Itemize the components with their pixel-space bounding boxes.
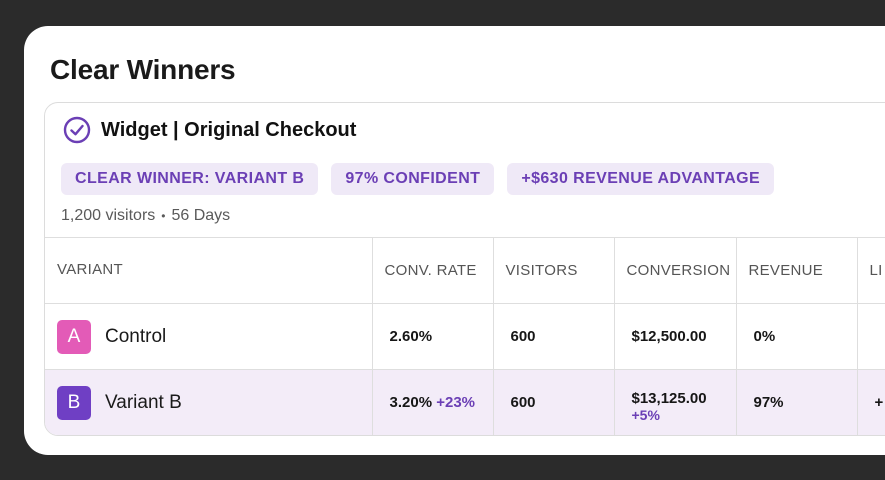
test-meta: 1,200 visitors • 56 Days: [61, 207, 230, 225]
card-header: Widget | Original Checkout: [63, 116, 356, 144]
lift-cell: [856, 303, 885, 370]
lift-cell: +: [856, 369, 885, 435]
variant-chip: B: [57, 385, 91, 420]
visitors-cell: 600: [492, 303, 615, 370]
revenue-advantage-badge: +$630 REVENUE ADVANTAGE: [507, 163, 775, 195]
conversion-cell: $12,500.00: [613, 303, 737, 370]
conv-rate-value: 3.20%: [389, 394, 433, 411]
winner-badge: CLEAR WINNER: VARIANT B: [61, 163, 319, 195]
confidence-badge: 97% CONFIDENT: [331, 163, 495, 195]
visitors-cell: 600: [492, 369, 615, 435]
column-header-variant[interactable]: VARIANT: [45, 237, 373, 304]
column-header-conversion[interactable]: CONVERSION: [613, 237, 737, 304]
check-circle-icon: [63, 116, 91, 144]
results-table: VARIANT CONV. RATE VISITORS CONVERSION R…: [45, 237, 885, 435]
test-card: Widget | Original Checkout CLEAR WINNER:…: [44, 102, 885, 436]
conv-rate-cell: 2.60%: [371, 303, 494, 370]
variant-chip: A: [57, 319, 91, 354]
revenue-cell: 0%: [735, 303, 858, 370]
conversion-cell: $13,125.00 +5%: [613, 369, 737, 435]
variant-cell: A Control: [45, 303, 373, 370]
conv-rate-cell: 3.20% +23%: [371, 369, 494, 435]
conversion-lift: +5%: [631, 407, 660, 423]
column-header-lift[interactable]: LI: [856, 237, 885, 304]
visitor-count: 1,200 visitors: [61, 207, 156, 224]
table-row[interactable]: B Variant B 3.20% +23% 600 $13,125.00 +5…: [45, 369, 885, 435]
variant-cell: B Variant B: [45, 369, 373, 435]
badge-row: CLEAR WINNER: VARIANT B 97% CONFIDENT +$…: [61, 163, 787, 195]
column-header-conv-rate[interactable]: CONV. RATE: [371, 237, 494, 304]
revenue-cell: 97%: [735, 369, 858, 435]
meta-separator: •: [161, 209, 166, 223]
variant-name: Control: [105, 325, 167, 347]
page-title: Clear Winners: [50, 54, 236, 85]
card-title: Widget | Original Checkout: [101, 118, 357, 141]
table-header-row: VARIANT CONV. RATE VISITORS CONVERSION R…: [45, 237, 885, 304]
variant-name: Variant B: [105, 391, 182, 413]
duration: 56 Days: [171, 207, 231, 224]
conv-rate-lift: +23%: [436, 394, 476, 411]
column-header-visitors[interactable]: VISITORS: [492, 237, 615, 304]
column-header-revenue[interactable]: REVENUE: [735, 237, 858, 304]
winners-panel: Clear Winners Widget | Original Checkout…: [24, 26, 885, 455]
conversion-value: $13,125.00: [631, 390, 707, 407]
table-row[interactable]: A Control 2.60% 600 $12,500.00 0%: [45, 303, 885, 370]
conv-rate-value: 2.60%: [389, 328, 433, 345]
